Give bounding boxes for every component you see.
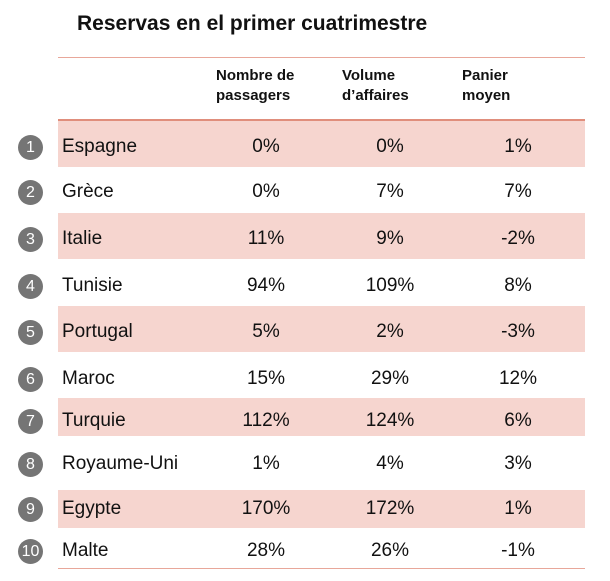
table-bottom-rule <box>58 568 585 569</box>
country-name: Turquie <box>62 410 126 431</box>
row-background <box>58 306 585 352</box>
header-passengers: Nombre de passagers <box>216 67 295 104</box>
business-volume-value: 172% <box>365 498 415 519</box>
business-volume-value: 29% <box>370 368 410 389</box>
average-basket-value: -3% <box>501 321 535 342</box>
rank-badge: 2 <box>18 180 43 205</box>
passengers-value: 0% <box>252 136 280 157</box>
business-volume-value: 4% <box>376 453 404 474</box>
passengers-value: 1% <box>252 453 280 474</box>
passengers-value: 28% <box>246 540 286 561</box>
passengers-value: 94% <box>246 275 286 296</box>
business-volume-value: 0% <box>376 136 404 157</box>
passengers-value: 5% <box>252 321 280 342</box>
passengers-value: 112% <box>242 410 290 431</box>
passengers-value: 0% <box>252 181 280 202</box>
country-name: Malte <box>62 540 109 561</box>
business-volume-value: 109% <box>365 275 415 296</box>
row-background <box>58 213 585 259</box>
table-row: 1 Espagne 0% 0% 1% <box>0 121 610 167</box>
table-row: 5 Portugal 5% 2% -3% <box>0 306 610 352</box>
table-row: 8 Royaume-Uni 1% 4% 3% <box>0 444 610 490</box>
row-background <box>58 398 585 436</box>
rank-badge: 5 <box>18 320 43 345</box>
header-average-basket: Panier moyen <box>462 67 511 104</box>
rank-badge: 1 <box>18 135 43 160</box>
business-volume-value: 7% <box>376 181 404 202</box>
rank-badge: 10 <box>18 539 43 564</box>
country-name: Royaume-Uni <box>62 453 179 474</box>
header-business-volume: Volume d’affaires <box>342 67 409 104</box>
table-row: 10 Malte 28% 26% -1% <box>0 536 610 566</box>
table-row: 9 Egypte 170% 172% 1% <box>0 490 610 528</box>
rank-badge: 6 <box>18 367 43 392</box>
average-basket-value: 1% <box>504 498 532 519</box>
country-name: Espagne <box>62 136 138 157</box>
table-top-rule <box>58 57 585 58</box>
table-row: 6 Maroc 15% 29% 12% <box>0 352 610 398</box>
average-basket-value: -2% <box>501 228 535 249</box>
rank-badge: 7 <box>18 409 43 434</box>
country-name: Egypte <box>62 498 122 519</box>
country-name: Tunisie <box>62 275 123 296</box>
passengers-value: 170% <box>241 498 291 519</box>
rank-badge: 9 <box>18 497 43 522</box>
header-rule <box>58 119 585 121</box>
business-volume-value: 26% <box>370 540 410 561</box>
average-basket-value: 3% <box>504 453 532 474</box>
rank-badge: 8 <box>18 452 43 477</box>
business-volume-value: 2% <box>376 321 404 342</box>
passengers-value: 11% <box>247 228 285 249</box>
average-basket-value: 12% <box>498 368 538 389</box>
table-row: 3 Italie 11% 9% -2% <box>0 213 610 259</box>
average-basket-value: 1% <box>504 136 532 157</box>
average-basket-value: 7% <box>504 181 532 202</box>
business-volume-value: 9% <box>376 228 404 249</box>
table-row: 4 Tunisie 94% 109% 8% <box>0 259 610 305</box>
page-title: Reservas en el primer cuatrimestre <box>77 12 428 35</box>
average-basket-value: -1% <box>501 540 535 561</box>
rank-badge: 3 <box>18 227 43 252</box>
row-background <box>58 490 585 528</box>
country-name: Maroc <box>62 368 115 389</box>
country-name: Grèce <box>62 181 114 202</box>
country-name: Italie <box>62 228 103 249</box>
country-name: Portugal <box>62 321 133 342</box>
row-background <box>58 121 585 167</box>
table-row: 7 Turquie 112% 124% 6% <box>0 398 610 436</box>
average-basket-value: 6% <box>504 410 532 431</box>
business-volume-value: 124% <box>365 410 415 431</box>
rank-badge: 4 <box>18 274 43 299</box>
average-basket-value: 8% <box>504 275 532 296</box>
passengers-value: 15% <box>246 368 286 389</box>
table-row: 2 Grèce 0% 7% 7% <box>0 167 610 213</box>
